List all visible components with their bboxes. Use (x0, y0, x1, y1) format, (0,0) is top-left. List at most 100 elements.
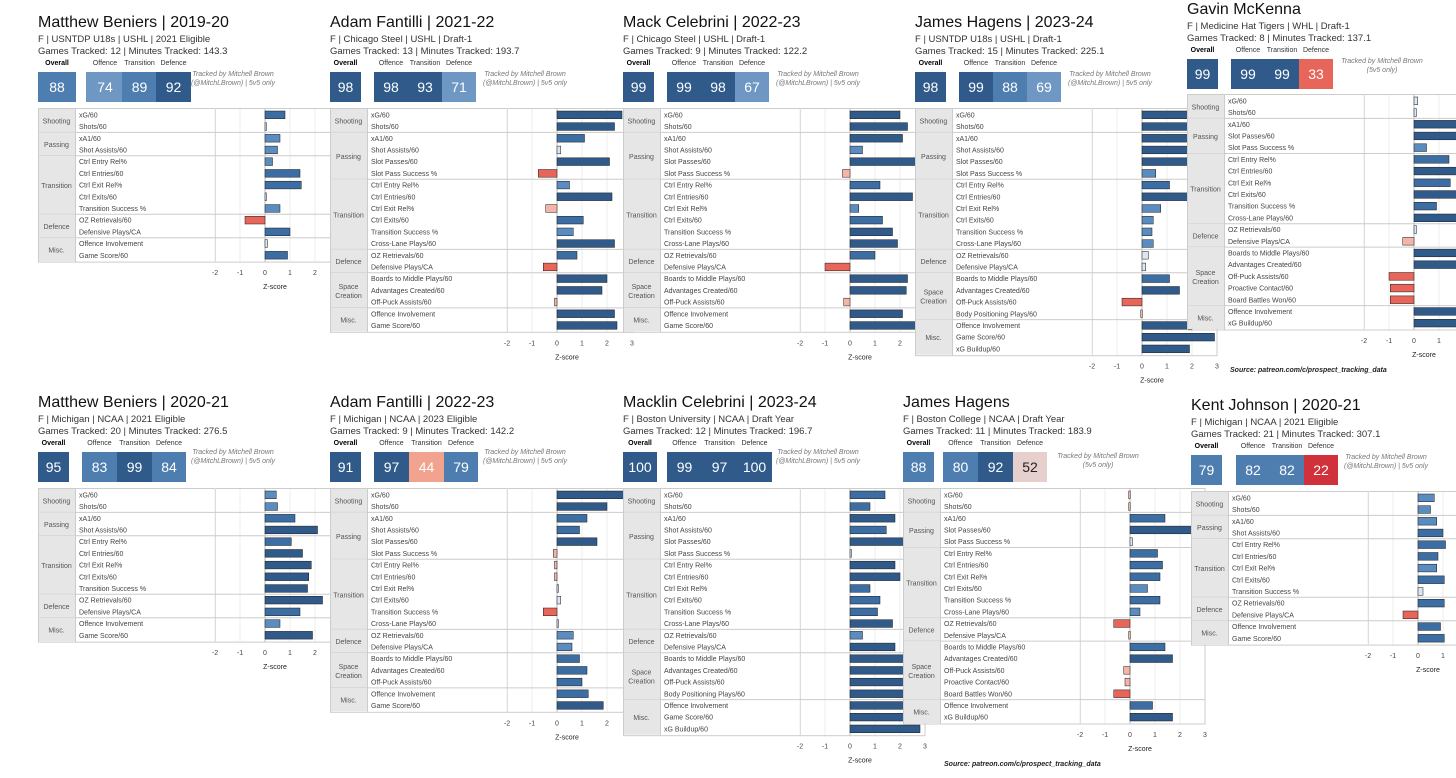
zscore-bar-chart: Shooting xG/60 Shots/60 Passing xA1/60 Shot A… (38, 108, 342, 291)
metric-label: Offence Involvement (79, 241, 143, 248)
zscore-bar (1417, 528, 1444, 538)
metric-label: Shots/60 (79, 504, 107, 511)
category-band (624, 629, 660, 653)
category-band (1192, 538, 1228, 598)
axis-tick-label: 2 (605, 340, 609, 347)
category-band (916, 132, 952, 180)
metric-label: Slot Passes/60 (664, 539, 711, 546)
axis-tick-label: -1 (529, 720, 535, 727)
zscore-bar (1413, 108, 1417, 117)
category-band (624, 179, 660, 250)
category-label: Shooting (1192, 105, 1220, 112)
zscore-bar (1413, 155, 1450, 164)
zscore-bar (849, 180, 881, 190)
axis-tick-label: -2 (1089, 364, 1095, 371)
metric-label: Defensive Plays/CA (664, 264, 726, 271)
category-label: Shooting (920, 119, 948, 126)
metric-label: xG Buildup/60 (1228, 321, 1272, 328)
axis-tick-label: 2 (313, 650, 317, 657)
category-band (1188, 153, 1224, 224)
zscore-bar (1113, 689, 1131, 698)
zscore-bar (1141, 262, 1146, 272)
defence-rating: 79 (444, 452, 478, 482)
player-title: Adam Fantilli | 2022-23 (330, 394, 495, 411)
axis-tick-label: -2 (212, 270, 218, 277)
zscore-bar (1141, 204, 1161, 213)
defence-rating: 52 (1013, 452, 1047, 482)
axis-tick-label: -2 (212, 650, 218, 657)
axis-tick-label: 1 (873, 340, 877, 347)
zscore-bar (1124, 677, 1131, 687)
metric-label: Ctrl Exits/60 (664, 598, 702, 605)
category-label: Creation (628, 293, 655, 300)
category-band (904, 699, 940, 723)
metric-label: Shot Assists/60 (664, 147, 712, 154)
axis-tick-label: 3 (923, 744, 927, 751)
source-note: Source: patreon.com/c/prospect_tracking_… (944, 761, 1101, 768)
player-title: Macklin Celebrini | 2023-24 (623, 394, 817, 411)
player-title: James Hagens (903, 394, 1010, 411)
zscore-bar (849, 204, 859, 213)
metric-label: Transition Success % (79, 586, 146, 593)
category-label: Misc. (925, 335, 941, 342)
metric-label: Boards to Middle Plays/60 (664, 656, 745, 663)
transition-rating: 93 (408, 72, 442, 102)
metric-label: Cross-Lane Plays/60 (371, 621, 436, 628)
zscore-bar (1129, 596, 1161, 605)
player-info: F | Michigan | NCAA | 2023 Eligible (330, 414, 478, 425)
metric-label: xG Buildup/60 (956, 346, 1000, 353)
transition-label: Transition (704, 440, 735, 447)
metric-label: Shot Assists/60 (79, 527, 127, 534)
metric-label: Offence Involvement (371, 311, 435, 318)
category-band (624, 489, 660, 513)
zscore-bar (556, 192, 613, 201)
games-tracked: Games Tracked: 21 | Minutes Tracked: 307… (1191, 429, 1381, 440)
zscore-bar (556, 122, 615, 131)
player-info: F | Michigan | NCAA | 2021 Eligible (1191, 417, 1339, 428)
zscore-bar (842, 169, 851, 178)
category-band (331, 179, 367, 250)
zscore-bar (849, 619, 893, 628)
zscore-bar-chart: Shooting xG/60 Shots/60 Passing xA1/60 Shot A… (330, 488, 635, 741)
zscore-bar (264, 596, 323, 605)
category-band (624, 132, 660, 180)
zscore-bar (538, 169, 558, 178)
zscore-bar (264, 169, 301, 178)
zscore-bar (1129, 642, 1166, 652)
metric-label: Offence Involvement (371, 691, 435, 698)
zscore-bar (264, 490, 277, 499)
axis-tick-label: 2 (313, 270, 317, 277)
category-label: Misc. (48, 247, 64, 254)
category-label: Space (924, 290, 944, 297)
zscore-bar (849, 145, 863, 155)
player-title: James Hagens | 2023-24 (915, 14, 1094, 31)
category-label: Passing (921, 154, 946, 161)
zscore-bar (264, 631, 313, 640)
overall-rating: 88 (903, 452, 934, 482)
metric-label: Off-Puck Assists/60 (371, 300, 432, 307)
zscore-bar (264, 502, 278, 511)
category-label: Misc. (633, 318, 649, 325)
overall-rating: 98 (330, 72, 361, 102)
category-band (331, 512, 367, 560)
zscore-bar (1141, 169, 1156, 178)
tracking-credit: Tracked by Mitchell Brown (@MitchLBrown)… (190, 449, 275, 465)
games-tracked: Games Tracked: 11 | Minutes Tracked: 183… (903, 426, 1092, 437)
zscore-bar-chart: Shooting xG/60 Shots/60 Passing xA1/60 Slot P… (903, 488, 1207, 753)
metric-label: Cross-Lane Plays/60 (664, 621, 729, 628)
zscore-bar (556, 321, 618, 330)
zscore-bar (556, 157, 610, 166)
category-band (624, 652, 660, 700)
transition-label: Transition (702, 60, 734, 67)
axis-tick-label: 0 (1416, 653, 1420, 660)
zscore-bar (1129, 701, 1153, 710)
metric-label: xG/60 (371, 492, 390, 499)
metric-label: Advantages Created/60 (1228, 262, 1302, 269)
category-label: Shooting (1196, 502, 1224, 509)
category-label: Transition (626, 592, 657, 599)
metric-label: Defensive Plays/CA (371, 644, 433, 651)
metric-label: Ctrl Exits/60 (1232, 577, 1270, 584)
zscore-bar (1413, 213, 1456, 222)
axis-tick-label: -2 (1365, 653, 1371, 660)
games-tracked: Games Tracked: 15 | Minutes Tracked: 225… (915, 46, 1105, 57)
